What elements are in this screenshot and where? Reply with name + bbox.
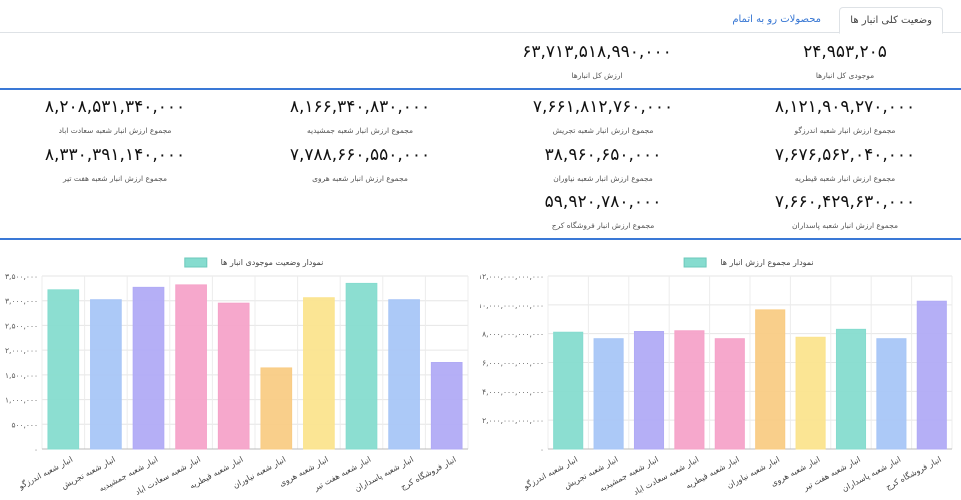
branch-stat: ۷,۶۶۰,۴۲۹,۶۳۰,۰۰۰ مجموع ارزش انبار شعبه … — [730, 192, 960, 230]
y-tick-label: ۵۰۰,۰۰۰ — [11, 420, 38, 429]
legend-swatch — [683, 257, 707, 268]
branch-stat: ۵۹,۹۲۰,۷۸۰,۰۰۰ مجموع ارزش انبار فروشگاه … — [488, 192, 718, 230]
total-stock-label: موجودی کل انبارها — [815, 71, 875, 80]
bar — [388, 299, 420, 450]
branch-value: ۷,۷۸۸,۶۶۰,۵۵۰,۰۰۰ — [289, 145, 431, 165]
legend-swatch — [184, 257, 208, 268]
bar — [714, 338, 745, 450]
y-tick-label: ۲,۰۰۰,۰۰۰,۰۰۰,۰۰۰ — [482, 416, 544, 425]
bar — [430, 362, 463, 450]
total-value-stat: ۶۳,۷۱۳,۵۱۸,۹۹۰,۰۰۰ ارزش کل انبارها — [482, 42, 712, 80]
tab-low-stock[interactable]: محصولات رو به اتمام — [732, 14, 821, 25]
branch-stat: ۷,۶۷۶,۵۶۲,۰۴۰,۰۰۰ مجموع ارزش انبار شعبه … — [730, 145, 960, 183]
tab-overview[interactable]: وضعیت کلی انبار ها — [839, 7, 943, 34]
y-tick-label: ۳,۰۰۰,۰۰۰ — [5, 297, 38, 306]
y-tick-label: ۸,۰۰۰,۰۰۰,۰۰۰,۰۰۰ — [482, 330, 544, 339]
branch-stat: ۸,۱۲۱,۹۰۹,۲۷۰,۰۰۰ مجموع ارزش انبار شعبه … — [730, 97, 960, 135]
bar — [795, 336, 826, 450]
branch-label: مجموع ارزش انبار شعبه هروی — [312, 174, 408, 183]
branch-value: ۸,۳۳۰,۳۹۱,۱۴۰,۰۰۰ — [44, 145, 186, 165]
total-value-chart: ۰ ۲,۰۰۰,۰۰۰,۰۰۰,۰۰۰ ۴,۰۰۰,۰۰۰,۰۰۰,۰۰۰ ۶,۰۰۰… — [480, 257, 953, 497]
branch-value: ۷,۶۷۶,۵۶۲,۰۴۰,۰۰۰ — [774, 145, 916, 165]
y-tick-label: ۳,۵۰۰,۰۰۰ — [5, 272, 38, 281]
bar — [132, 286, 165, 450]
total-value-label: ارزش کل انبارها — [571, 71, 623, 80]
y-tick-label: ۲,۰۰۰,۰۰۰ — [5, 346, 38, 355]
y-tick-label: ۲,۵۰۰,۰۰۰ — [5, 321, 38, 330]
section-divider — [0, 88, 961, 90]
branch-label: مجموع ارزش انبار شعبه قیطریه — [794, 174, 896, 183]
bar — [553, 331, 584, 450]
y-tick-label: ۱,۰۰۰,۰۰۰ — [5, 396, 38, 405]
total-stock-value: ۲۴,۹۵۳,۲۰۵ — [803, 42, 887, 62]
branch-stat: ۸,۲۰۸,۵۳۱,۳۴۰,۰۰۰ مجموع ارزش انبار شعبه … — [0, 97, 230, 135]
total-stock-stat: ۲۴,۹۵۳,۲۰۵ موجودی کل انبارها — [730, 42, 960, 80]
y-tick-label: ۰ — [540, 445, 544, 454]
branch-value: ۵۹,۹۲۰,۷۸۰,۰۰۰ — [544, 192, 662, 212]
chart-legend-label: نمودار وضعیت موجودی انبار ها — [221, 258, 324, 267]
branch-label: مجموع ارزش انبار شعبه نیاوران — [553, 174, 653, 183]
bar — [674, 330, 705, 450]
branch-value: ۷,۶۶۱,۸۱۲,۷۶۰,۰۰۰ — [532, 97, 674, 117]
bar — [47, 289, 80, 450]
branch-stat: ۷,۶۶۱,۸۱۲,۷۶۰,۰۰۰ مجموع ارزش انبار شعبه … — [488, 97, 718, 135]
branch-label: مجموع ارزش انبار شعبه تجریش — [552, 126, 654, 135]
branch-value: ۸,۱۲۱,۹۰۹,۲۷۰,۰۰۰ — [774, 97, 916, 117]
branch-label: مجموع ارزش انبار شعبه پاسداران — [792, 221, 898, 230]
bar — [835, 328, 867, 450]
branch-stat: ۸,۱۶۶,۳۴۰,۸۳۰,۰۰۰ مجموع ارزش انبار شعبه … — [245, 97, 475, 135]
branch-label: مجموع ارزش انبار شعبه اندرزگو — [794, 126, 896, 135]
bar — [916, 300, 947, 450]
tab-bar: وضعیت کلی انبار ها محصولات رو به اتمام — [0, 0, 961, 34]
bar — [345, 282, 378, 450]
branch-stat: ۷,۷۸۸,۶۶۰,۵۵۰,۰۰۰ مجموع ارزش انبار شعبه … — [245, 145, 475, 183]
chart-legend-label: نمودار مجموع ارزش انبار ها — [720, 258, 813, 267]
y-tick-label: ۰ — [34, 445, 38, 454]
branch-value: ۳۸,۹۶۰,۶۵۰,۰۰۰ — [544, 145, 662, 165]
branch-label: مجموع ارزش انبار شعبه هفت تیر — [62, 174, 168, 183]
y-tick-label: ۱۲,۰۰۰,۰۰۰,۰۰۰,۰۰۰ — [480, 272, 544, 281]
branch-value: ۷,۶۶۰,۴۲۹,۶۳۰,۰۰۰ — [774, 192, 916, 212]
total-value-value: ۶۳,۷۱۳,۵۱۸,۹۹۰,۰۰۰ — [522, 42, 672, 62]
bar — [876, 338, 907, 450]
y-tick-label: ۱۰,۰۰۰,۰۰۰,۰۰۰,۰۰۰ — [480, 301, 544, 310]
bar — [633, 331, 665, 450]
bar — [217, 302, 250, 450]
branch-label: مجموع ارزش انبار شعبه سعادت اباد — [58, 126, 172, 135]
bar — [593, 338, 624, 450]
y-tick-label: ۴,۰۰۰,۰۰۰,۰۰۰,۰۰۰ — [482, 387, 544, 396]
bar — [90, 299, 122, 450]
bar — [175, 284, 207, 450]
branch-label: مجموع ارزش انبار فروشگاه کرج — [551, 221, 655, 230]
section-divider — [0, 238, 961, 240]
y-tick-label: ۶,۰۰۰,۰۰۰,۰۰۰,۰۰۰ — [482, 359, 544, 368]
bar — [303, 297, 335, 450]
bar — [755, 309, 786, 450]
branch-value: ۸,۱۶۶,۳۴۰,۸۳۰,۰۰۰ — [289, 97, 431, 117]
branch-value: ۸,۲۰۸,۵۳۱,۳۴۰,۰۰۰ — [44, 97, 186, 117]
branch-stat: ۳۸,۹۶۰,۶۵۰,۰۰۰ مجموع ارزش انبار شعبه نیا… — [488, 145, 718, 183]
y-tick-label: ۱,۵۰۰,۰۰۰ — [5, 371, 38, 380]
bar — [260, 367, 293, 450]
branch-label: مجموع ارزش انبار شعبه جمشیدیه — [306, 126, 414, 135]
branch-stat: ۸,۳۳۰,۳۹۱,۱۴۰,۰۰۰ مجموع ارزش انبار شعبه … — [0, 145, 230, 183]
stock-status-chart: ۰ ۵۰۰,۰۰۰ ۱,۰۰۰,۰۰۰ ۱,۵۰۰,۰۰۰ ۲,۰۰۰,۰۰۰ ۲,۵۰۰… — [5, 257, 469, 497]
